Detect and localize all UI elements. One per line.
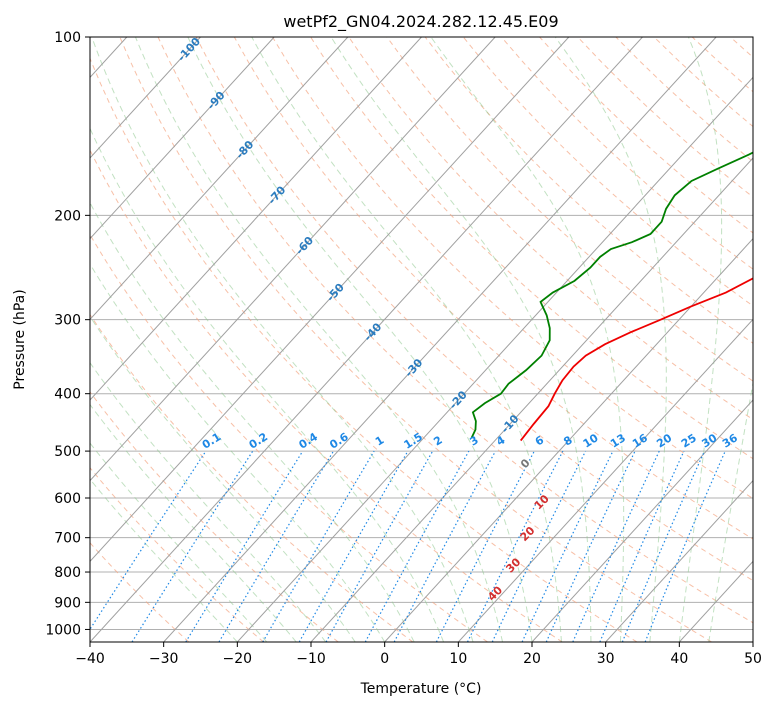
- x-tick-label: 10: [449, 651, 467, 667]
- y-tick-label: 300: [54, 313, 81, 329]
- moist-adiabat: [90, 361, 327, 642]
- mixing-ratio-line: [90, 450, 207, 631]
- dry-adiabat: [272, 37, 753, 500]
- y-tick-label: 100: [54, 30, 81, 46]
- moist-adiabat: [90, 315, 356, 642]
- isotherm: [90, 37, 349, 321]
- moist-adiabat: [554, 37, 667, 642]
- y-tick-label: 600: [54, 491, 81, 507]
- isotherm: [384, 237, 753, 642]
- y-tick-label: 1000: [45, 622, 81, 638]
- isotherm: [90, 37, 496, 482]
- y-tick-label: 800: [54, 565, 81, 581]
- x-tick-label: −20: [223, 651, 253, 667]
- moist-adiabat: [90, 263, 386, 642]
- x-axis: −40 −30 −20 −10 0 10 20 30 40 50: [75, 642, 762, 667]
- x-tick-label: 50: [744, 651, 762, 667]
- x-tick-label: 40: [670, 651, 688, 667]
- y-tick-label: 200: [54, 208, 81, 224]
- y-tick-label: 700: [54, 531, 81, 547]
- isotherms: [90, 37, 753, 642]
- isotherm: [457, 318, 753, 642]
- isotherm: [90, 37, 275, 240]
- moist-adiabat: [330, 37, 592, 642]
- mixing-ratio-line: [185, 450, 304, 642]
- y-axis-title: Pressure (hPa): [12, 289, 28, 389]
- mixing-ratio-line: [644, 450, 726, 642]
- mixing-ratio-line: [131, 450, 254, 642]
- x-tick-label: −10: [296, 651, 326, 667]
- isotherm: [531, 399, 753, 642]
- mixing-ratio-line: [491, 450, 587, 642]
- x-axis-title: Temperature (°C): [360, 681, 482, 697]
- y-axis: 100 200 300 400 500 600 700 800 900 1000: [45, 30, 90, 638]
- y-tick-label: 500: [54, 444, 81, 460]
- moist-adiabat: [251, 37, 562, 642]
- isotherm: [605, 479, 753, 642]
- y-tick-label: 900: [54, 595, 81, 611]
- dewpoint-line: [470, 151, 753, 439]
- x-tick-label: 0: [380, 651, 389, 667]
- dry-adiabat: [386, 37, 753, 382]
- moist-adiabat: [90, 127, 445, 642]
- isotherm: [163, 37, 717, 642]
- moist-adiabat: [90, 403, 297, 642]
- x-tick-label: 20: [523, 651, 541, 667]
- mixing-ratio-line: [364, 450, 470, 642]
- plot-frame: [89, 36, 754, 643]
- x-tick-label: 30: [597, 651, 615, 667]
- temperature-line: [520, 277, 753, 442]
- plot-area: -100-90-80-70-60-50-40-30-20-100.1 0.2 0.4…: [90, 37, 753, 642]
- dry-adiabat: [195, 37, 753, 582]
- dry-adiabat: [462, 37, 753, 307]
- x-tick-label: −40: [75, 651, 105, 667]
- moist-adiabat: [708, 380, 753, 642]
- moist-adiabat: [430, 37, 625, 642]
- dry-adiabat: [157, 37, 753, 624]
- dry-adiabat: [348, 37, 753, 421]
- mixing-ratio-line: [325, 450, 434, 642]
- isotherm: [90, 37, 643, 642]
- isotherm: [90, 37, 201, 159]
- moist-adiabat: [187, 37, 533, 642]
- y-tick-label: 400: [54, 387, 81, 403]
- mixing-ratio-line: [393, 450, 497, 642]
- dry-adiabat: [90, 149, 563, 642]
- x-tick-label: −30: [149, 651, 179, 667]
- moist-adiabat: [91, 37, 474, 642]
- moist-adiabat: [678, 37, 723, 642]
- mixing-ratio-line: [466, 450, 564, 642]
- dry-adiabat: [90, 466, 264, 642]
- mixing-ratio-line: [599, 450, 685, 642]
- moist-adiabats: [90, 37, 753, 642]
- moist-adiabat: [134, 37, 504, 642]
- isotherm: [90, 37, 570, 563]
- isotherm: [310, 157, 753, 642]
- mixing-ratio-lines: [90, 450, 726, 642]
- isotherm: [236, 76, 753, 642]
- sounding-series: [470, 151, 753, 442]
- dry-adiabat: [90, 233, 488, 642]
- mixing-ratio-line: [621, 450, 706, 642]
- chart-title: wetPf2_GN04.2024.282.12.45.E09: [283, 12, 558, 32]
- isotherm: [90, 37, 422, 401]
- mixing-ratio-line: [572, 450, 660, 642]
